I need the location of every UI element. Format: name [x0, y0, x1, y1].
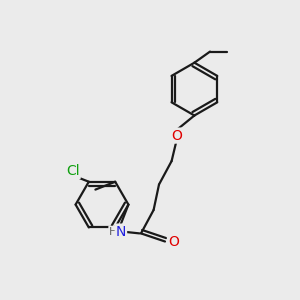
- Text: N: N: [116, 225, 126, 238]
- Text: O: O: [168, 235, 179, 248]
- Text: Cl: Cl: [66, 164, 80, 178]
- Text: H: H: [109, 226, 118, 237]
- Text: O: O: [171, 129, 182, 142]
